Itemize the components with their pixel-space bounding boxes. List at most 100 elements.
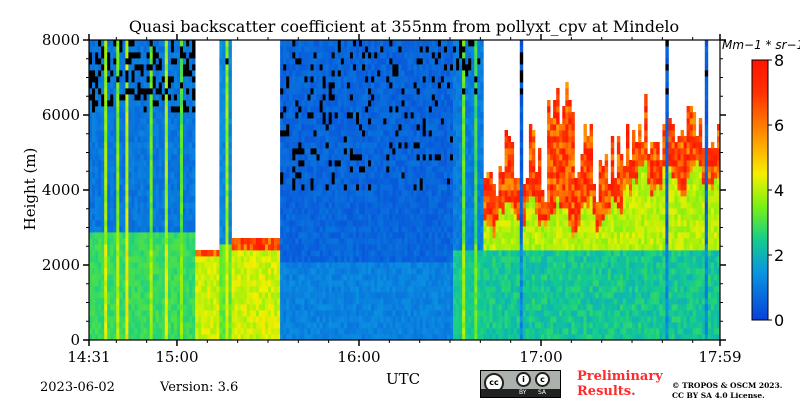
heatmap-cell [231, 256, 235, 263]
heatmap-cell [431, 64, 436, 71]
heatmap-cell [380, 106, 384, 113]
heatmap-cell [359, 142, 363, 149]
heatmap-cell [401, 142, 405, 149]
heatmap-cell [301, 154, 305, 161]
heatmap-cell [331, 298, 336, 305]
heatmap-cell [143, 52, 147, 59]
heatmap-cell [95, 112, 99, 119]
heatmap-cell [225, 172, 229, 179]
heatmap-cell [395, 304, 399, 311]
heatmap-cell [365, 190, 369, 197]
heatmap-cell [131, 250, 135, 257]
heatmap-cell [192, 250, 196, 257]
heatmap-cell [170, 280, 175, 287]
heatmap-cell [368, 118, 372, 125]
heatmap-cell [425, 328, 430, 335]
heatmap-cell [371, 202, 375, 209]
heatmap-cell [164, 118, 169, 125]
heatmap-cell [271, 322, 275, 329]
heatmap-cell [349, 136, 354, 143]
heatmap-cell [107, 202, 111, 209]
heatmap-cell [265, 238, 269, 245]
heatmap-cell [368, 286, 372, 293]
heatmap-cell [371, 280, 375, 287]
heatmap-cell [134, 106, 138, 113]
heatmap-cell [295, 274, 299, 281]
heatmap-cell [92, 262, 96, 269]
heatmap-cell [146, 274, 150, 281]
heatmap-cell [183, 232, 187, 239]
heatmap-cell [349, 184, 354, 191]
heatmap-cell [98, 154, 102, 161]
heatmap-cell [116, 76, 120, 83]
heatmap-cell [222, 226, 226, 233]
heatmap-cell [143, 82, 147, 89]
heatmap-cell [383, 250, 387, 257]
heatmap-cell [158, 40, 163, 47]
heatmap-cell [322, 172, 326, 179]
heatmap-cell [246, 286, 251, 293]
heatmap-cell [434, 106, 439, 113]
heatmap-cell [380, 136, 384, 143]
heatmap-cell [389, 208, 393, 215]
heatmap-cell [328, 142, 333, 149]
heatmap-cell [222, 214, 226, 221]
heatmap-cell [149, 184, 154, 191]
heatmap-cell [131, 214, 135, 221]
heatmap-cell [95, 40, 99, 47]
heatmap-cell [316, 64, 320, 71]
heatmap-cell [113, 316, 117, 323]
heatmap-cell [258, 322, 263, 329]
heatmap-cell [304, 58, 308, 65]
heatmap-cell [362, 130, 366, 137]
heatmap-cell [398, 328, 402, 335]
heatmap-cell [234, 322, 238, 329]
heatmap-cell [155, 214, 160, 221]
heatmap-cell [437, 64, 442, 71]
heatmap-cell [313, 274, 317, 281]
heatmap-cell [131, 160, 135, 167]
heatmap-cell [134, 172, 138, 179]
heatmap-cell [356, 94, 360, 101]
heatmap-cell [398, 94, 402, 101]
heatmap-cell [380, 130, 384, 137]
heatmap-cell [228, 46, 232, 53]
heatmap-cell [428, 178, 433, 185]
heatmap-cell [183, 208, 187, 215]
heatmap-cell [407, 316, 411, 323]
heatmap-cell [101, 334, 105, 341]
heatmap-cell [152, 214, 157, 221]
heatmap-cell [183, 298, 187, 305]
heatmap-cell [422, 88, 427, 95]
heatmap-cell [107, 58, 111, 65]
heatmap-cell [413, 172, 417, 179]
heatmap-cell [280, 130, 284, 137]
heatmap-cell [331, 166, 336, 173]
heatmap-cell [404, 136, 408, 143]
heatmap-cell [149, 106, 154, 113]
heatmap-cell [125, 130, 129, 137]
heatmap-cell [280, 196, 284, 203]
heatmap-cell [152, 268, 157, 275]
heatmap-cell [362, 334, 366, 341]
heatmap-cell [413, 178, 417, 185]
heatmap-cell [340, 64, 345, 71]
heatmap-cell [137, 52, 141, 59]
heatmap-cell [119, 274, 123, 281]
heatmap-cell [346, 304, 351, 311]
heatmap-cell [328, 190, 333, 197]
heatmap-cell [131, 286, 135, 293]
heatmap-cell [404, 334, 408, 341]
heatmap-cell [298, 316, 302, 323]
heatmap-cell [356, 100, 360, 107]
heatmap-cell [395, 76, 399, 83]
heatmap-cell [192, 310, 196, 317]
heatmap-cell [437, 202, 442, 209]
heatmap-cell [195, 334, 199, 341]
heatmap-cell [289, 298, 293, 305]
heatmap-cell [319, 106, 323, 113]
heatmap-cell [180, 124, 184, 131]
heatmap-cell [143, 70, 147, 77]
heatmap-cell [392, 178, 396, 185]
